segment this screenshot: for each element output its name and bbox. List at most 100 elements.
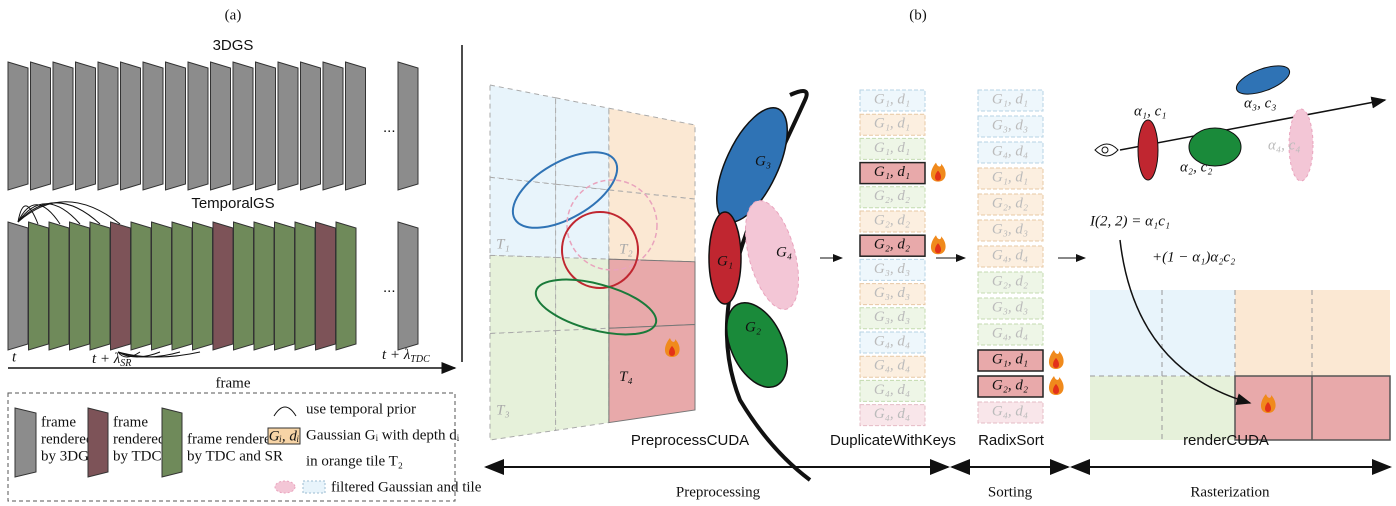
frame <box>254 222 274 350</box>
key-text: G₄, d₄ <box>992 325 1028 341</box>
legend-icon <box>15 408 36 477</box>
frame <box>256 62 276 190</box>
row-title: TemporalGS <box>191 195 274 212</box>
time-label: t <box>12 349 17 365</box>
frame <box>143 62 163 190</box>
key-text: G₃, d₃ <box>992 221 1028 237</box>
frame <box>76 62 96 190</box>
legend-text: use temporal prior <box>306 401 416 417</box>
key-text: G₂, d₂ <box>874 212 910 228</box>
gaussian-label: G₂ <box>745 319 761 335</box>
gaussian-label: α₄, c₄ <box>1268 137 1300 153</box>
equation: +(1 − α₁)α₂c₂ <box>1152 249 1235 265</box>
key-text: G₄, d₄ <box>992 143 1028 159</box>
filtered-gaussian <box>275 481 295 493</box>
ellipsis: ... <box>383 279 396 296</box>
time-label: t + λTDC <box>382 347 430 365</box>
legend-text: by TDC and SR <box>187 448 283 464</box>
frame <box>346 62 366 190</box>
frame <box>53 62 73 190</box>
gaussian-label: G₃ <box>755 153 771 169</box>
legend-text: filtered Gaussian and tile <box>331 479 482 495</box>
frame <box>131 222 151 350</box>
frame <box>323 62 343 190</box>
key-text: Gᵢ, dᵢ <box>269 428 300 444</box>
key-text: G₃, d₃ <box>874 309 910 325</box>
eye-icon <box>1095 144 1118 156</box>
frame <box>166 62 186 190</box>
frame <box>193 222 213 350</box>
phase-label: Rasterization <box>1190 484 1270 500</box>
frame <box>29 222 49 350</box>
key-text: G₁, d₁ <box>992 351 1028 367</box>
axis-label: frame <box>216 375 251 391</box>
legend-icon <box>162 408 182 477</box>
legend-icon <box>88 408 108 477</box>
legend-text: Gaussian Gᵢ with depth dᵢ <box>306 427 460 443</box>
frame <box>70 222 90 350</box>
key-text: G₁, d₁ <box>874 91 910 107</box>
frame <box>188 62 208 190</box>
stage-label: DuplicateWithKeys <box>830 432 956 449</box>
key-text: G₁, d₁ <box>874 140 910 156</box>
frame <box>98 62 118 190</box>
legend-text: frame <box>41 414 76 430</box>
frame <box>301 62 321 190</box>
key-text: G₄, d₄ <box>874 382 910 398</box>
key-text: G₃, d₃ <box>992 117 1028 133</box>
frame <box>295 222 315 350</box>
key-text: G₄, d₄ <box>874 333 910 349</box>
tile-label: T₂ <box>619 242 633 258</box>
filtered-tile <box>303 481 325 493</box>
tile <box>490 255 556 333</box>
key-text: G₂, d₂ <box>992 377 1028 393</box>
gaussian-label: G₁ <box>717 253 733 269</box>
gaussian-label: α₁, c₁ <box>1134 103 1166 119</box>
stage-label: RadixSort <box>978 432 1045 449</box>
gaussian <box>1233 60 1293 100</box>
frame <box>398 222 418 350</box>
frame <box>8 222 28 350</box>
tile-label: T₄ <box>619 369 633 385</box>
key-text: G₁, d₁ <box>992 169 1028 185</box>
row-title: 3DGS <box>213 37 254 54</box>
key-text: G₁, d₁ <box>874 164 910 180</box>
frame <box>233 62 253 190</box>
page: {"panel_a": {"label": "(a)", "title_3dgs… <box>0 0 1396 506</box>
key-text: G₁, d₁ <box>874 116 910 132</box>
key-text: G₄, d₄ <box>992 247 1028 263</box>
key-text: G₄, d₄ <box>874 358 910 374</box>
frame <box>121 62 141 190</box>
phase-label: Sorting <box>988 484 1033 500</box>
frame <box>211 62 231 190</box>
frame <box>213 222 233 350</box>
prior-icon <box>274 407 296 416</box>
tile <box>490 331 556 440</box>
legend-text: rendered <box>113 431 166 447</box>
key-text: G₂, d₂ <box>992 195 1028 211</box>
key-text: G₃, d₃ <box>992 299 1028 315</box>
frame <box>234 222 254 350</box>
panel-label: (a) <box>225 7 242 23</box>
phase-label: Preprocessing <box>676 484 761 500</box>
frame <box>152 222 172 350</box>
frame <box>336 222 356 350</box>
gaussian-label: α₂, c₂ <box>1180 159 1212 175</box>
legend-text: rendered <box>41 431 94 447</box>
frame <box>172 222 192 350</box>
legend-text: frame <box>113 414 148 430</box>
tile <box>609 108 695 199</box>
frame <box>316 222 336 350</box>
gaussian-label: α₃, c₃ <box>1244 95 1276 111</box>
frame <box>278 62 298 190</box>
figure: (a) 3DGS TemporalGS ... ... t t + λSR t … <box>0 0 1396 506</box>
key-text: G₃, d₃ <box>874 285 910 301</box>
legend-text: in orange tile T₂ <box>306 453 403 469</box>
tile-grid <box>490 85 695 440</box>
frame <box>8 62 28 190</box>
tile-label: T₃ <box>496 402 510 418</box>
tile <box>556 98 609 190</box>
gaussian-label: G₄ <box>776 244 792 260</box>
tile <box>556 328 609 430</box>
stage-label: PreprocessCUDA <box>631 432 749 449</box>
